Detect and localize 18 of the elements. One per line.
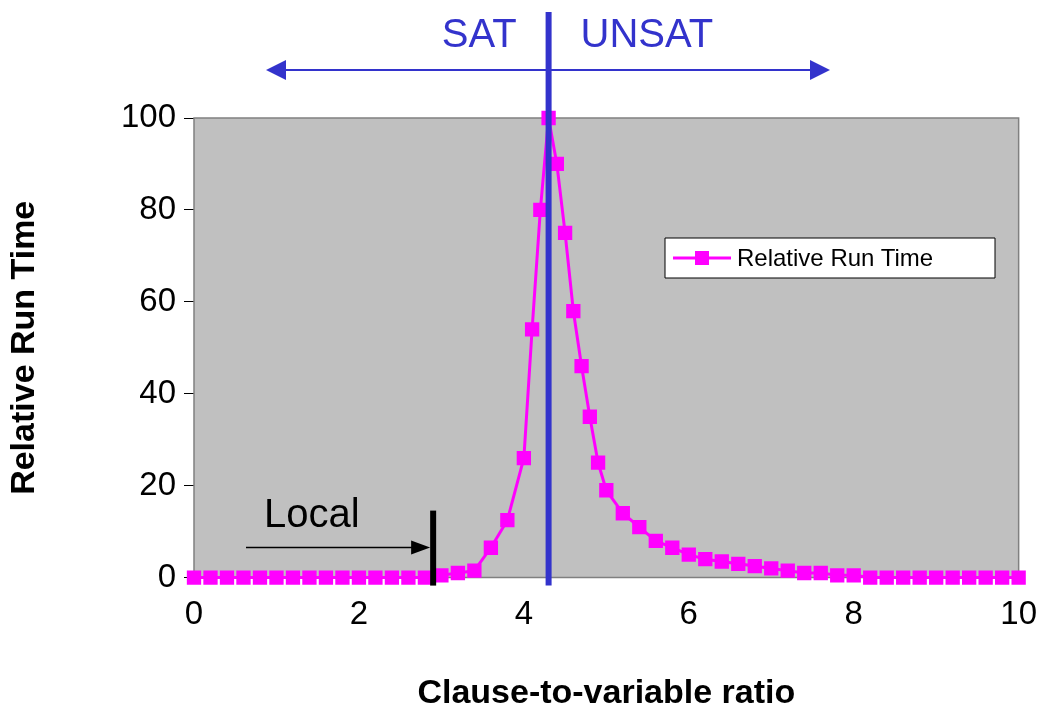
y-axis-title: Relative Run Time xyxy=(2,200,41,495)
x-tick-label: 6 xyxy=(679,594,698,632)
y-tick-label: 60 xyxy=(139,280,176,318)
x-tick-label: 4 xyxy=(514,594,534,632)
text: UNSAT xyxy=(580,11,714,56)
y-tick-label: 100 xyxy=(120,97,176,135)
x-tick-label: 10 xyxy=(1000,594,1038,632)
text: SAT xyxy=(441,11,517,56)
y-tick-label: 0 xyxy=(157,556,176,594)
x-axis-title: Clause-to-variable ratio xyxy=(417,671,796,710)
x-tick-label: 0 xyxy=(184,594,204,632)
y-tick-label: 80 xyxy=(139,189,176,227)
y-tick-label: 20 xyxy=(139,464,176,502)
y-tick-label: 40 xyxy=(139,372,176,410)
legend-label: Relative Run Time xyxy=(737,243,934,271)
ref-line-label: Local xyxy=(264,490,360,535)
x-tick-label: 2 xyxy=(349,594,369,632)
x-tick-label: 8 xyxy=(844,594,863,632)
